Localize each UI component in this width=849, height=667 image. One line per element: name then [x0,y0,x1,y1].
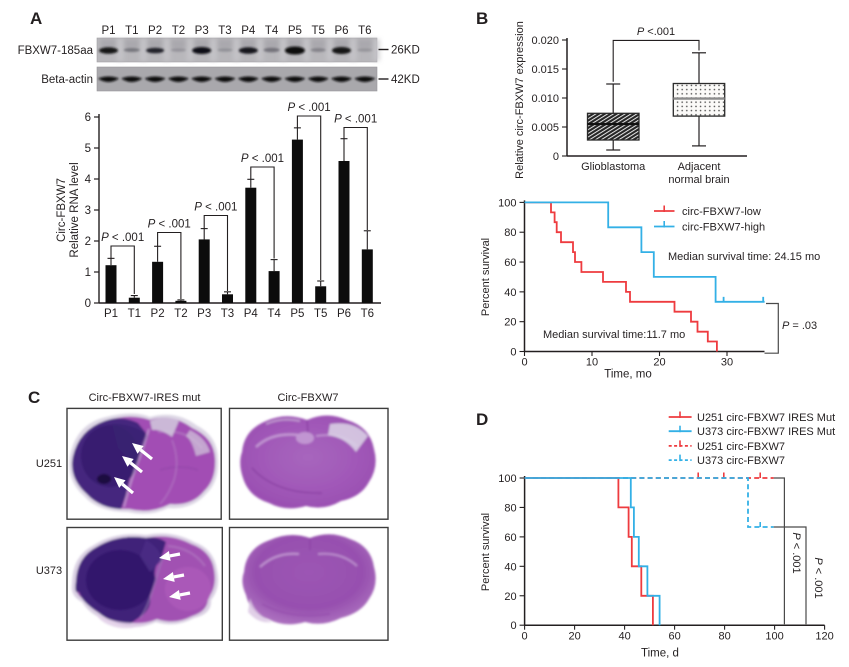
svg-text:T6: T6 [358,25,371,37]
svg-text:U251 circ-FBXW7 IRES Mut: U251 circ-FBXW7 IRES Mut [697,412,835,424]
svg-text:FBXW7-185aa: FBXW7-185aa [18,45,94,57]
svg-text:P <.001: P <.001 [637,26,675,38]
svg-text:P4: P4 [244,308,259,320]
svg-text:T4: T4 [267,308,281,320]
svg-text:Beta-actin: Beta-actin [41,74,93,86]
svg-text:60: 60 [504,257,516,269]
svg-text:100: 100 [498,197,516,209]
svg-text:T3: T3 [218,25,231,37]
svg-text:P < .001: P < .001 [101,232,144,244]
svg-text:40: 40 [504,561,516,573]
svg-text:Circ-FBXW7: Circ-FBXW7 [56,178,68,242]
svg-text:T3: T3 [221,308,234,320]
svg-text:0.015: 0.015 [531,64,559,76]
svg-text:100: 100 [765,631,783,643]
svg-text:Adjacent: Adjacent [678,161,721,173]
svg-text:T2: T2 [172,25,185,37]
svg-text:60: 60 [504,532,516,544]
svg-text:U373 circ-FBXW7 IRES Mut: U373 circ-FBXW7 IRES Mut [697,426,835,438]
svg-text:42KD: 42KD [391,74,420,86]
svg-text:P1: P1 [104,308,118,320]
svg-text:6: 6 [85,112,91,124]
svg-text:P < .001: P < .001 [790,532,802,573]
svg-text:0: 0 [521,357,527,369]
svg-text:40: 40 [618,631,630,643]
svg-text:Median survival time:11.7 mo: Median survival time:11.7 mo [543,329,685,341]
svg-text:1: 1 [85,267,91,279]
svg-text:normal brain: normal brain [668,174,729,186]
svg-text:P < .001: P < .001 [194,202,237,214]
svg-text:60: 60 [668,631,680,643]
svg-text:100: 100 [498,473,516,485]
svg-text:Circ-FBXW7-IRES mut: Circ-FBXW7-IRES mut [89,392,201,404]
svg-text:A: A [30,9,42,28]
svg-text:P3: P3 [195,25,209,37]
svg-text:0: 0 [522,631,528,643]
svg-text:T1: T1 [125,25,138,37]
svg-text:20: 20 [568,631,580,643]
svg-text:circ-FBXW7-low: circ-FBXW7-low [682,206,761,218]
svg-text:0.010: 0.010 [531,93,559,105]
svg-text:P5: P5 [290,308,304,320]
svg-text:T2: T2 [174,308,187,320]
svg-text:Glioblastoma: Glioblastoma [581,161,646,173]
svg-text:P6: P6 [334,25,348,37]
svg-text:P5: P5 [288,25,302,37]
svg-text:40: 40 [504,287,516,299]
svg-text:Percent survival: Percent survival [480,513,492,591]
svg-text:80: 80 [504,502,516,514]
svg-text:4: 4 [85,174,92,186]
svg-text:P1: P1 [101,25,115,37]
svg-text:10: 10 [586,357,598,369]
svg-text:P < .001: P < .001 [334,114,377,126]
svg-text:T5: T5 [314,308,327,320]
svg-text:U373: U373 [36,565,62,577]
svg-text:80: 80 [718,631,730,643]
svg-text:26KD: 26KD [391,45,420,57]
svg-text:2: 2 [85,236,91,248]
svg-text:Relative circ-FBXW7 expression: Relative circ-FBXW7 expression [514,21,526,179]
svg-text:0: 0 [510,620,516,632]
svg-text:P3: P3 [197,308,211,320]
svg-text:C: C [28,388,40,407]
svg-text:Circ-FBXW7: Circ-FBXW7 [277,392,338,404]
svg-text:0: 0 [553,151,559,163]
svg-text:Time, d: Time, d [641,648,679,660]
svg-text:P6: P6 [337,308,351,320]
svg-text:T4: T4 [265,25,279,37]
svg-text:T6: T6 [361,308,374,320]
svg-text:0: 0 [85,298,91,310]
svg-text:U251: U251 [36,458,62,470]
svg-text:0.005: 0.005 [531,122,559,134]
svg-text:P4: P4 [241,25,256,37]
svg-text:20: 20 [504,591,516,603]
svg-text:120: 120 [815,631,833,643]
svg-text:P < .001: P < .001 [241,153,284,165]
svg-text:20: 20 [504,317,516,329]
svg-text:P < .001: P < .001 [148,219,191,231]
svg-text:Relative RNA level: Relative RNA level [69,162,81,257]
svg-text:U373 circ-FBXW7: U373 circ-FBXW7 [697,455,785,467]
svg-text:Time, mo: Time, mo [604,369,652,381]
svg-text:T1: T1 [128,308,141,320]
svg-text:0: 0 [510,347,516,359]
svg-text:P < .001: P < .001 [287,102,330,114]
svg-text:Percent survival: Percent survival [480,238,492,316]
svg-text:3: 3 [85,205,91,217]
svg-text:Median survival time: 24.15 mo: Median survival time: 24.15 mo [668,251,820,263]
svg-text:P2: P2 [151,308,165,320]
svg-text:circ-FBXW7-high: circ-FBXW7-high [682,222,765,234]
svg-text:D: D [476,410,488,429]
svg-text:0.020: 0.020 [531,35,559,47]
svg-text:U251 circ-FBXW7: U251 circ-FBXW7 [697,441,785,453]
svg-text:P = .03: P = .03 [782,320,817,332]
svg-text:P2: P2 [148,25,162,37]
svg-text:5: 5 [85,143,91,155]
svg-text:T5: T5 [311,25,324,37]
svg-text:B: B [476,9,488,28]
svg-text:80: 80 [504,227,516,239]
svg-text:30: 30 [721,357,733,369]
svg-text:20: 20 [653,357,665,369]
svg-text:P < .001: P < .001 [812,557,824,598]
